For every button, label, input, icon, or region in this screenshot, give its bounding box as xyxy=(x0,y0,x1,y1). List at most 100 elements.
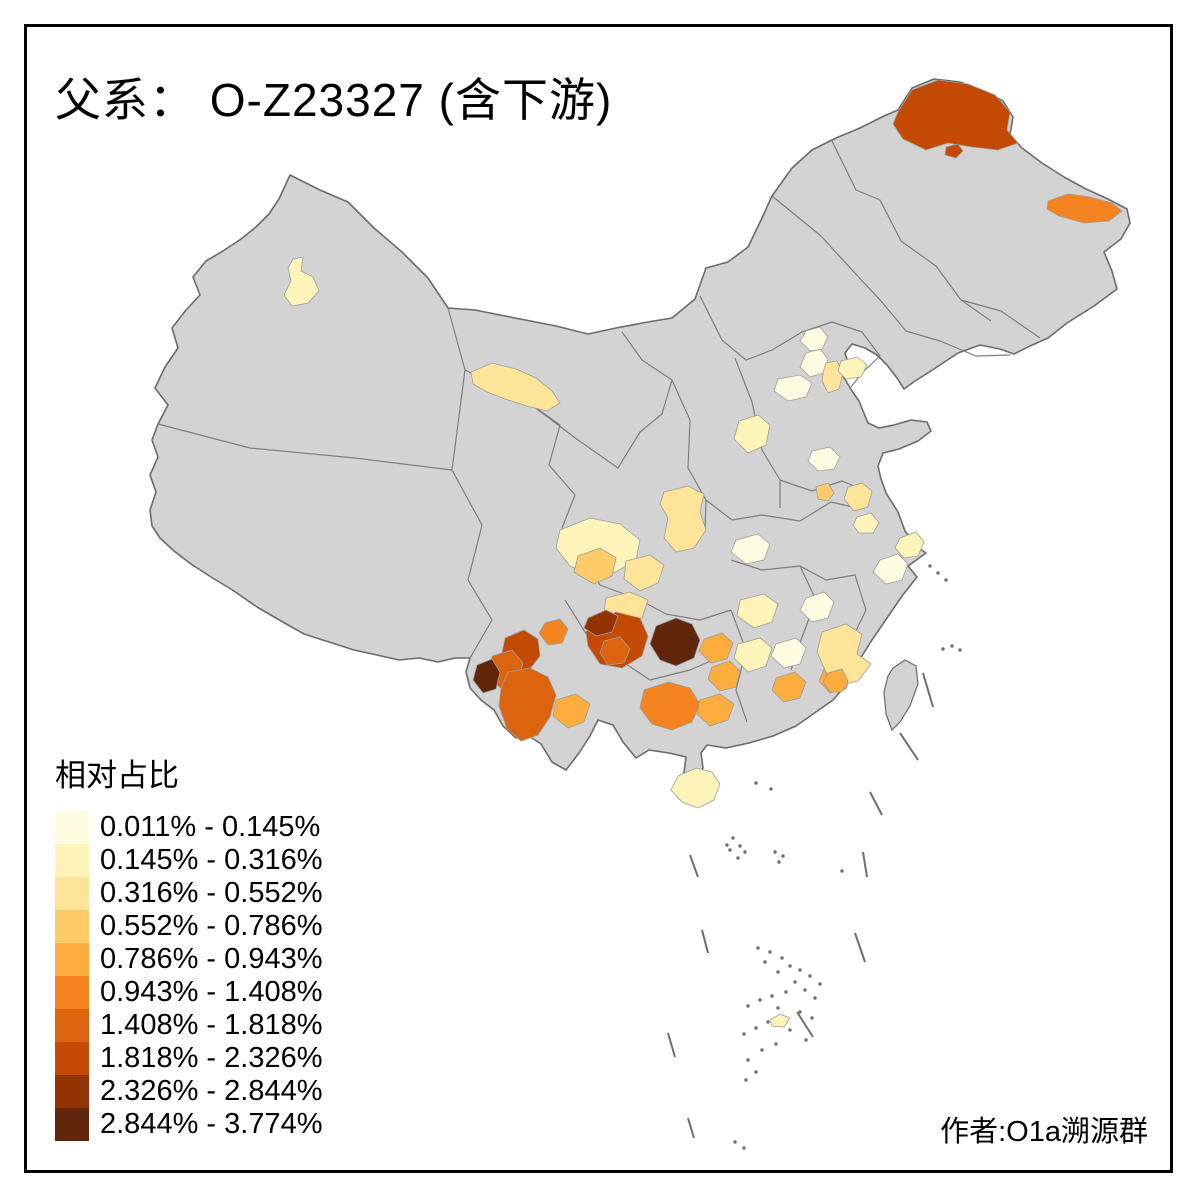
region-jiangsu-patch2 xyxy=(852,512,880,534)
island-dot xyxy=(798,1010,802,1014)
island-dot xyxy=(725,843,729,847)
island-dash xyxy=(689,854,699,878)
region-jiangxi-pale xyxy=(799,591,835,623)
island-dash xyxy=(899,732,919,761)
island-dot xyxy=(780,956,784,960)
legend-swatch xyxy=(55,943,89,976)
legend-row: 0.552% - 0.786% xyxy=(55,910,322,943)
island-dot xyxy=(813,996,817,1000)
legend-swatch xyxy=(55,1009,89,1042)
region-hexi-corridor xyxy=(470,362,561,412)
region-ningbo-pale xyxy=(894,531,925,559)
island-dot xyxy=(731,836,735,840)
legend-row: 0.943% - 1.408% xyxy=(55,976,322,1009)
legend-swatch xyxy=(55,877,89,910)
legend-swatch xyxy=(55,910,89,943)
region-tangshan xyxy=(837,356,868,380)
legend-label: 2.844% - 3.774% xyxy=(100,1108,323,1140)
island-dot xyxy=(936,571,940,575)
island-dot xyxy=(733,1140,737,1144)
island-dot xyxy=(728,848,732,852)
legend-swatch xyxy=(55,1108,89,1141)
legend-row: 0.786% - 0.943% xyxy=(55,943,322,976)
island-dot xyxy=(776,970,780,974)
island-dot xyxy=(944,578,948,582)
legend-row: 0.316% - 0.552% xyxy=(55,877,322,910)
legend-label: 1.818% - 2.326% xyxy=(100,1042,323,1074)
legend-label: 0.786% - 0.943% xyxy=(100,943,323,975)
legend-swatch xyxy=(55,976,89,1009)
region-leshan-dark xyxy=(583,609,619,637)
island-dot xyxy=(768,950,772,954)
island-dot xyxy=(808,974,812,978)
region-guangdong-north-pale xyxy=(770,637,807,669)
island-dot xyxy=(746,1004,750,1008)
region-guizhou-east-amber xyxy=(698,632,734,664)
island-dot xyxy=(754,1026,758,1030)
island-dot xyxy=(763,960,767,964)
island-dash xyxy=(701,929,709,954)
island-dot xyxy=(928,564,932,568)
island-dot xyxy=(840,869,844,873)
region-tianjin xyxy=(821,360,844,394)
legend-row: 0.145% - 0.316% xyxy=(55,844,322,877)
island-dot xyxy=(818,982,822,986)
region-zhejiang-pale xyxy=(872,553,909,585)
island-dot xyxy=(776,1006,780,1010)
island-dot xyxy=(810,1016,814,1020)
island-dot xyxy=(758,998,762,1002)
china-outline xyxy=(149,78,1131,784)
island-dot xyxy=(774,1042,778,1046)
island-dot xyxy=(788,1028,792,1032)
region-hunan-yellow xyxy=(736,593,779,629)
region-guizhou-dark xyxy=(649,617,701,667)
island-dot xyxy=(941,647,945,651)
region-west-yunnan-darkest xyxy=(472,658,501,694)
legend-title: 相对占比 xyxy=(55,758,179,793)
legend-row: 1.818% - 2.326% xyxy=(55,1042,322,1075)
island-dot xyxy=(754,1070,758,1074)
region-yunnan-se-amber xyxy=(552,693,591,729)
legend-swatch xyxy=(55,1075,89,1108)
region-hubei-pale xyxy=(730,533,771,565)
legend-rows: 0.011% - 0.145% 0.145% - 0.316% 0.316% - 0… xyxy=(55,811,322,1141)
region-spratly-sliver xyxy=(769,1013,791,1028)
region-henan-patch xyxy=(807,446,841,472)
island-dash xyxy=(687,1117,695,1139)
island-dot xyxy=(769,787,773,791)
province-borders xyxy=(157,140,1041,723)
island-dot xyxy=(781,854,785,858)
region-taiwan xyxy=(883,659,919,732)
island-dot xyxy=(756,946,760,950)
legend-label: 1.408% - 1.818% xyxy=(100,1009,323,1041)
region-guilin-amber xyxy=(707,660,741,692)
attribution-text: 作者:O1a溯源群 xyxy=(940,1116,1148,1148)
region-shanxi-patch xyxy=(733,414,771,454)
legend-row: 2.326% - 2.844% xyxy=(55,1075,322,1108)
island-dot xyxy=(736,856,740,860)
island-dot xyxy=(784,990,788,994)
island-dot xyxy=(793,980,797,984)
legend-label: 0.943% - 1.408% xyxy=(100,976,323,1008)
legend: 相对占比 0.011% - 0.145% 0.145% - 0.316% 0.316… xyxy=(55,750,322,1141)
region-fujian-south-yellow xyxy=(816,623,872,686)
island-dot xyxy=(798,968,802,972)
island-dash xyxy=(796,1011,814,1038)
region-guangxi-mid-amber xyxy=(696,693,735,727)
island-dot xyxy=(744,1078,748,1082)
legend-label: 0.316% - 0.552% xyxy=(100,877,323,909)
region-hanzhong xyxy=(659,485,707,553)
legend-swatch xyxy=(55,1042,89,1075)
legend-label: 0.552% - 0.786% xyxy=(100,910,323,942)
island-dot xyxy=(760,1048,764,1052)
island-dot xyxy=(746,1058,750,1062)
island-dot xyxy=(766,1020,770,1024)
region-huaibei-dot xyxy=(815,482,835,502)
island-dot xyxy=(958,648,962,652)
region-yaan-orange xyxy=(538,618,569,646)
region-yunnan-central-orange xyxy=(498,667,557,742)
legend-swatch xyxy=(55,844,89,877)
island-dot xyxy=(742,1032,746,1036)
legend-label: 2.326% - 2.844% xyxy=(100,1075,323,1107)
